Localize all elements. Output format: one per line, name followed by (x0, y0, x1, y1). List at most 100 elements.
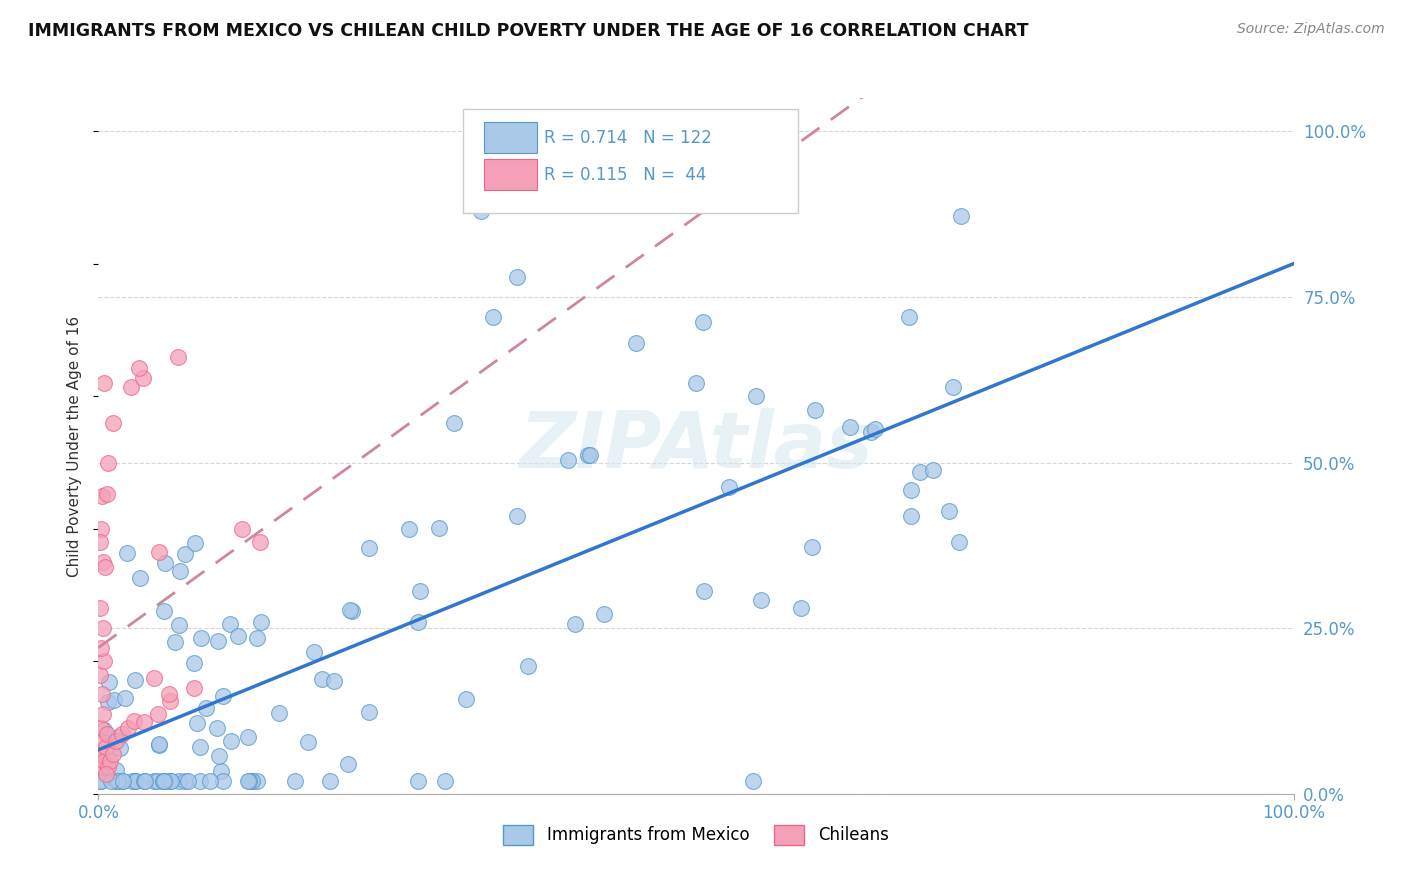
Point (111, 773, 134, 788)
Point (115, 546, 138, 560)
Point (506, 270, 529, 285)
Point (98, 754, 122, 768)
Point (398, 523, 420, 537)
Point (922, 463, 945, 477)
Point (105, 773, 128, 788)
Point (593, 607, 616, 622)
Point (93, 754, 115, 768)
Point (97, 695, 120, 709)
Point (246, 773, 269, 788)
Point (433, 773, 456, 788)
Point (97, 760, 120, 774)
Point (124, 714, 146, 728)
Point (134, 773, 156, 788)
Point (454, 692, 477, 706)
Point (90, 522, 112, 536)
Text: IMMIGRANTS FROM MEXICO VS CHILEAN CHILD POVERTY UNDER THE AGE OF 16 CORRELATION : IMMIGRANTS FROM MEXICO VS CHILEAN CHILD … (28, 22, 1029, 40)
Text: ZIPAtlas: ZIPAtlas (519, 408, 873, 484)
Point (90, 748, 112, 763)
Point (105, 773, 128, 788)
Point (142, 773, 165, 788)
Point (152, 773, 174, 788)
Point (908, 465, 931, 479)
Point (128, 571, 150, 585)
Point (409, 584, 432, 599)
Point (167, 617, 190, 632)
Point (297, 735, 319, 749)
Point (107, 731, 129, 745)
Point (212, 773, 235, 788)
Point (190, 631, 212, 645)
Point (340, 604, 363, 618)
Point (246, 632, 269, 646)
Y-axis label: Child Poverty Under the Age of 16: Child Poverty Under the Age of 16 (67, 316, 83, 576)
Point (165, 635, 187, 649)
Point (148, 544, 170, 558)
Point (167, 773, 190, 788)
Point (838, 420, 860, 434)
Point (159, 773, 181, 788)
Point (406, 615, 429, 630)
Point (148, 737, 170, 751)
Point (427, 521, 450, 535)
Point (319, 773, 342, 788)
Point (128, 360, 150, 375)
Point (183, 681, 205, 695)
Point (90, 641, 112, 656)
Point (174, 773, 197, 788)
Point (188, 739, 211, 754)
Point (236, 730, 259, 744)
Point (481, 310, 505, 324)
Point (148, 739, 170, 753)
Point (121, 773, 143, 788)
Point (97, 456, 120, 470)
Point (93, 654, 115, 668)
Point (90, 721, 112, 735)
Point (506, 508, 529, 523)
Point (132, 773, 155, 788)
Point (212, 690, 235, 704)
Point (177, 773, 200, 788)
Point (124, 673, 146, 687)
Point (117, 721, 139, 735)
Point (517, 658, 540, 673)
Point (90, 760, 112, 774)
Point (89, 773, 111, 788)
Point (865, 422, 887, 436)
Point (948, 535, 970, 549)
Point (267, 706, 290, 720)
Point (155, 557, 177, 571)
Point (132, 371, 155, 385)
Point (103, 693, 125, 707)
Point (231, 522, 253, 536)
Point (564, 617, 586, 632)
Point (205, 721, 228, 735)
Point (91, 489, 114, 503)
Point (359, 541, 381, 556)
Point (228, 629, 250, 643)
Point (208, 748, 231, 763)
Point (93, 723, 115, 737)
Point (749, 592, 772, 607)
Point (576, 448, 599, 462)
Point (188, 773, 211, 788)
Point (90, 773, 112, 788)
Point (91, 555, 114, 569)
Point (207, 633, 229, 648)
Point (240, 773, 263, 788)
Point (157, 687, 180, 701)
FancyBboxPatch shape (485, 160, 537, 190)
Point (250, 615, 273, 629)
Point (860, 425, 883, 439)
Point (101, 747, 124, 761)
Point (105, 734, 128, 748)
Point (174, 547, 197, 561)
Point (183, 536, 205, 550)
Point (104, 763, 127, 777)
Point (169, 564, 191, 578)
Point (186, 715, 208, 730)
Point (96, 487, 118, 501)
Point (167, 350, 190, 364)
Point (91, 707, 114, 722)
Legend: Immigrants from Mexico, Chileans: Immigrants from Mexico, Chileans (496, 818, 896, 852)
